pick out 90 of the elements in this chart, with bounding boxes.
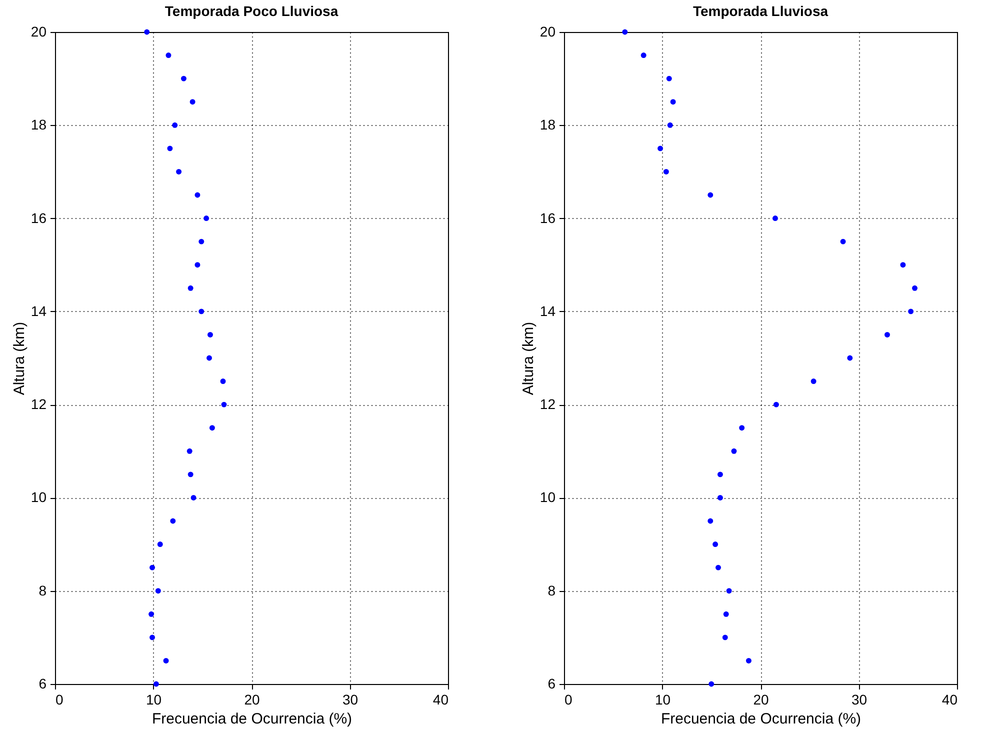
chart-title: Temporada Lluviosa bbox=[692, 3, 828, 19]
point bbox=[739, 425, 745, 431]
y-tick-label: 6 bbox=[548, 676, 556, 692]
point bbox=[900, 262, 906, 268]
y-tick-label: 10 bbox=[540, 489, 556, 506]
point bbox=[176, 168, 182, 174]
point bbox=[144, 29, 150, 35]
point bbox=[810, 378, 816, 384]
point bbox=[163, 658, 169, 664]
point bbox=[884, 332, 890, 338]
point bbox=[166, 52, 172, 58]
point bbox=[150, 634, 156, 640]
point bbox=[717, 472, 723, 478]
y-tick-label: 12 bbox=[540, 396, 556, 412]
x-tick-label: 10 bbox=[654, 692, 671, 708]
y-tick-label: 20 bbox=[540, 24, 556, 40]
y-tick-label: 16 bbox=[540, 210, 556, 226]
y-tick-label: 6 bbox=[38, 676, 47, 692]
point bbox=[666, 76, 672, 82]
point bbox=[716, 564, 721, 570]
y-axis-title: Altura (km) bbox=[520, 322, 537, 396]
point bbox=[190, 99, 196, 105]
point bbox=[708, 192, 714, 198]
point bbox=[157, 542, 163, 548]
point bbox=[912, 285, 918, 291]
point bbox=[847, 355, 853, 361]
point bbox=[640, 52, 646, 58]
x-tick-label: 40 bbox=[432, 692, 449, 708]
point bbox=[670, 99, 676, 105]
x-axis-title: Frecuencia de Ocurrencia (%) bbox=[152, 710, 352, 728]
point bbox=[772, 216, 778, 222]
y-tick-label: 18 bbox=[30, 116, 47, 133]
point bbox=[667, 122, 673, 128]
y-axis-title: Altura (km) bbox=[10, 322, 28, 396]
y-tick-label: 12 bbox=[30, 396, 47, 412]
x-tick-label: 10 bbox=[146, 692, 162, 708]
x-tick-label: 30 bbox=[342, 692, 358, 708]
x-tick-label: 20 bbox=[753, 692, 769, 708]
point bbox=[194, 192, 200, 198]
point bbox=[221, 402, 227, 408]
point bbox=[840, 238, 846, 244]
point bbox=[746, 658, 752, 664]
point bbox=[723, 611, 729, 617]
point bbox=[190, 494, 196, 500]
point bbox=[731, 448, 737, 454]
point bbox=[717, 494, 723, 500]
point bbox=[170, 518, 176, 524]
point bbox=[708, 681, 714, 687]
point bbox=[148, 611, 154, 617]
point bbox=[773, 402, 779, 408]
x-tick-label: 0 bbox=[56, 692, 64, 708]
y-tick-label: 8 bbox=[38, 582, 47, 598]
point bbox=[622, 29, 628, 35]
point bbox=[180, 76, 186, 82]
point bbox=[207, 332, 213, 338]
point bbox=[663, 168, 669, 174]
point bbox=[194, 262, 200, 268]
y-tick-label: 20 bbox=[30, 24, 47, 40]
point bbox=[153, 681, 159, 687]
point bbox=[188, 472, 194, 478]
point bbox=[220, 378, 226, 384]
point bbox=[155, 588, 161, 594]
point bbox=[172, 122, 178, 128]
point bbox=[167, 146, 173, 152]
y-tick-label: 8 bbox=[548, 582, 556, 598]
x-tick-label: 40 bbox=[942, 692, 958, 708]
point bbox=[206, 355, 212, 361]
point bbox=[908, 308, 914, 314]
point bbox=[209, 425, 215, 431]
y-tick-label: 18 bbox=[540, 116, 556, 133]
y-tick-label: 14 bbox=[30, 302, 47, 319]
point bbox=[204, 216, 210, 222]
y-tick-label: 14 bbox=[540, 302, 556, 319]
point bbox=[150, 564, 156, 570]
point bbox=[712, 542, 718, 548]
point bbox=[198, 308, 204, 314]
point bbox=[188, 285, 194, 291]
point bbox=[658, 146, 664, 152]
chart-title: Temporada Poco Lluviosa bbox=[164, 3, 338, 19]
x-axis-title: Frecuencia de Ocurrencia (%) bbox=[660, 710, 862, 728]
x-tick-label: 20 bbox=[244, 692, 260, 708]
y-tick-label: 10 bbox=[30, 489, 47, 506]
point bbox=[186, 448, 192, 454]
point bbox=[708, 518, 714, 524]
y-tick-label: 16 bbox=[30, 210, 47, 226]
point bbox=[722, 634, 728, 640]
x-tick-label: 30 bbox=[851, 692, 868, 708]
x-tick-label: 0 bbox=[564, 692, 572, 708]
point bbox=[198, 238, 204, 244]
point bbox=[726, 588, 732, 594]
